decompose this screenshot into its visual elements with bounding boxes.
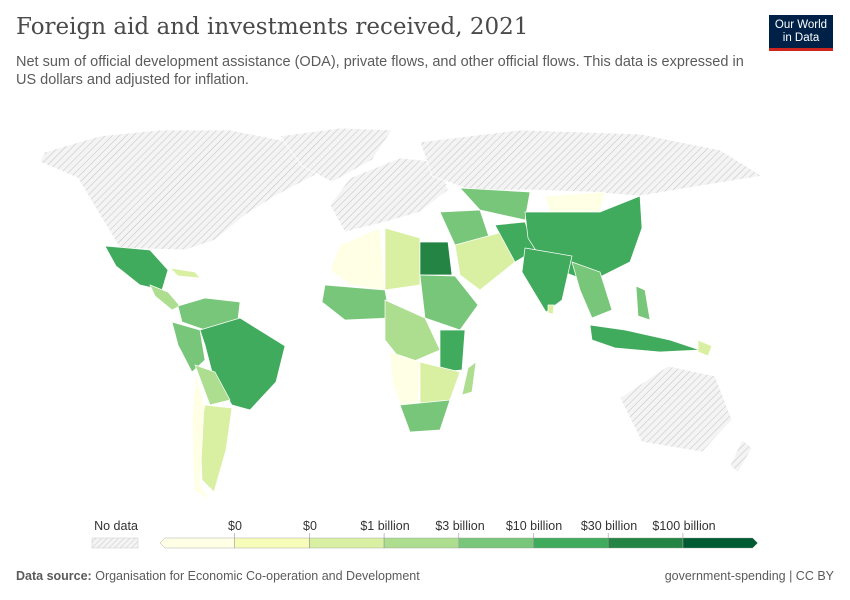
region-philippines[interactable] (635, 285, 651, 321)
legend-bin-label: $0 (228, 519, 242, 533)
region-russia[interactable] (419, 129, 763, 197)
legend-bin-label: $3 billion (435, 519, 485, 533)
legend-bin-label: $0 (303, 519, 317, 533)
region-greenland[interactable] (279, 127, 393, 183)
legend-bin-swatch[interactable] (608, 537, 684, 549)
region-india[interactable] (521, 247, 573, 313)
legend-bin-swatch[interactable] (309, 537, 385, 549)
region-southeast-asia[interactable] (571, 261, 613, 319)
region-mongolia[interactable] (544, 191, 606, 213)
region-argentina[interactable] (199, 404, 233, 493)
region-north-america[interactable] (39, 129, 331, 251)
world-map (39, 127, 763, 501)
region-egypt[interactable] (419, 241, 453, 276)
legend-bin-swatch[interactable] (383, 537, 460, 549)
region-central-africa[interactable] (384, 299, 441, 366)
legend-bin-swatch[interactable] (682, 537, 758, 549)
legend-no-data-label: No data (94, 519, 138, 533)
owid-logo[interactable]: Our World in Data (769, 15, 833, 51)
region-new-zealand[interactable] (729, 439, 753, 473)
chart-title: Foreign aid and investments received, 20… (16, 14, 529, 40)
legend-bin-swatch[interactable] (159, 537, 235, 549)
region-north-africa-west[interactable] (329, 227, 386, 291)
region-south-africa[interactable] (399, 399, 451, 433)
region-north-africa-east[interactable] (384, 227, 421, 291)
data-source-label: Data source: (16, 569, 92, 583)
region-europe[interactable] (329, 157, 449, 233)
legend-bin-label: $100 billion (652, 519, 716, 533)
legend-scale (91, 533, 758, 549)
legend: No data $0 $0 $1 billion $3 billion $10 … (0, 515, 850, 555)
data-source: Data source: Organisation for Economic C… (16, 569, 420, 583)
region-sudan-ethiopia[interactable] (419, 274, 479, 331)
legend-bin-label: $10 billion (505, 519, 563, 533)
region-caribbean[interactable] (168, 267, 201, 279)
region-central-asia[interactable] (459, 187, 531, 221)
region-sri-lanka[interactable] (547, 304, 555, 315)
chart-subtitle: Net sum of official development assistan… (16, 54, 744, 88)
region-central-america[interactable] (149, 284, 181, 311)
legend-bin-swatch[interactable] (533, 537, 609, 549)
footer-right[interactable]: government-spending | CC BY (664, 569, 834, 583)
region-mexico[interactable] (104, 245, 169, 291)
region-west-africa[interactable] (321, 284, 391, 321)
legend-bin-label: $1 billion (360, 519, 410, 533)
region-chile[interactable] (191, 371, 211, 501)
legend-no-data-swatch[interactable] (91, 537, 139, 549)
region-madagascar[interactable] (461, 361, 477, 396)
legend-bin-label: $30 billion (580, 519, 638, 533)
legend-bin-swatch[interactable] (234, 537, 310, 549)
source-link[interactable]: Organisation for Economic Co-operation a… (95, 569, 420, 583)
region-indonesia[interactable] (589, 324, 701, 353)
region-peru-ecuador[interactable] (171, 321, 206, 373)
region-australia[interactable] (619, 365, 733, 453)
legend-bin-swatch[interactable] (458, 537, 534, 549)
region-east-africa[interactable] (439, 329, 466, 373)
region-papua-new-guinea[interactable] (697, 339, 713, 357)
region-bolivia-paraguay[interactable] (194, 364, 231, 406)
